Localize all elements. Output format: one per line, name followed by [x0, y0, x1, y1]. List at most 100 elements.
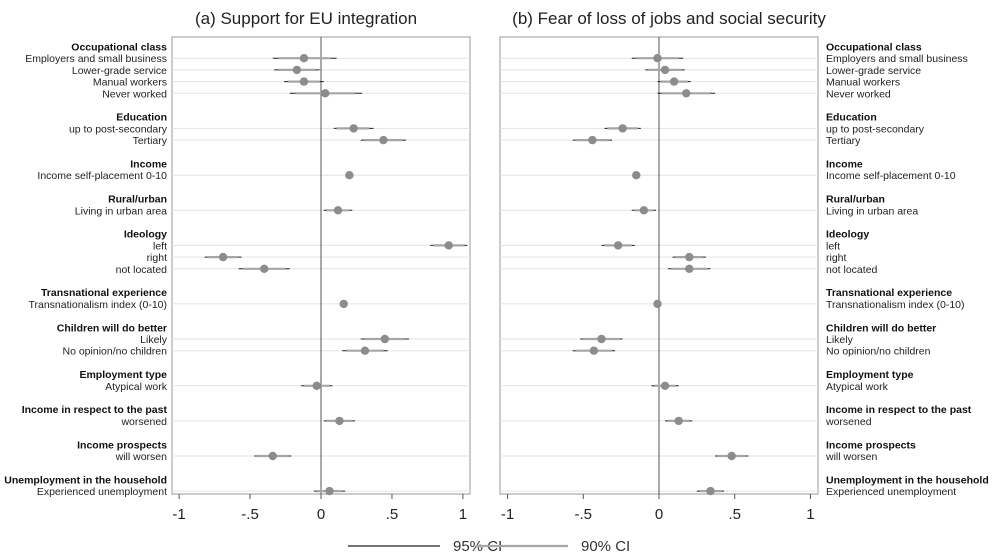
- row-label: Experienced unemployment: [826, 486, 956, 498]
- row-label: Likely: [826, 334, 854, 346]
- group-heading: Unemployment in the household: [4, 474, 167, 486]
- group-heading: Ideology: [124, 229, 167, 241]
- x-tick-label: -1: [172, 506, 185, 523]
- x-tick-label: .5: [728, 506, 741, 523]
- row-label: Likely: [140, 334, 168, 346]
- row-label: Experienced unemployment: [37, 486, 167, 498]
- row-label: will worsen: [115, 451, 168, 463]
- row-label: Lower-grade service: [826, 65, 921, 77]
- row-label: not located: [116, 264, 168, 276]
- group-heading: Children will do better: [826, 322, 936, 334]
- point-estimate: [299, 77, 309, 86]
- point-estimate: [333, 206, 343, 215]
- row-label: up to post-secondary: [826, 123, 925, 135]
- row-label: Never worked: [102, 88, 167, 100]
- row-label: Transnationalism index (0-10): [28, 299, 167, 311]
- point-estimate: [321, 89, 330, 98]
- row-label: Income self-placement 0-10: [826, 170, 956, 182]
- row-label: worsened: [120, 416, 167, 428]
- group-heading: Income in respect to the past: [826, 404, 972, 416]
- row-label: Never worked: [826, 88, 891, 100]
- x-tick-label: -.5: [575, 506, 593, 523]
- x-tick-label: 1: [459, 506, 467, 523]
- point-estimate: [349, 124, 358, 133]
- x-tick-label: 0: [655, 506, 663, 523]
- point-estimate: [589, 346, 599, 355]
- point-estimate: [685, 252, 694, 262]
- x-tick-label: .5: [386, 506, 399, 523]
- row-label: will worsen: [825, 451, 878, 463]
- point-estimate: [660, 381, 670, 390]
- row-label: Manual workers: [93, 77, 167, 89]
- point-estimate: [669, 77, 679, 86]
- point-estimate: [588, 135, 597, 145]
- point-estimate: [660, 65, 670, 75]
- group-heading: Education: [116, 112, 167, 124]
- row-label: Atypical work: [105, 381, 168, 393]
- x-tick-label: 1: [806, 506, 814, 523]
- point-estimate: [444, 241, 453, 250]
- row-label: right: [147, 252, 168, 264]
- group-heading: Rural/urban: [108, 194, 167, 206]
- group-heading: Income prospects: [77, 439, 167, 451]
- point-estimate: [380, 334, 390, 344]
- group-heading: Income: [826, 159, 863, 171]
- row-label: Atypical work: [826, 381, 889, 393]
- point-estimate: [618, 124, 627, 133]
- panel-title: (b) Fear of loss of jobs and social secu…: [512, 9, 826, 28]
- group-heading: Income in respect to the past: [22, 404, 168, 416]
- point-estimate: [339, 299, 348, 309]
- point-estimate: [335, 416, 344, 426]
- point-estimate: [360, 346, 370, 355]
- x-tick-label: -.5: [241, 506, 259, 523]
- point-estimate: [325, 486, 334, 496]
- panel-fear-of-loss: (b) Fear of loss of jobs and social secu…: [499, 9, 989, 523]
- point-estimate: [706, 486, 715, 496]
- group-heading: Unemployment in the household: [826, 474, 989, 486]
- point-estimate: [268, 451, 277, 461]
- panel-eu-integration: (a) Support for EU integration Occupation…: [4, 9, 471, 523]
- group-heading: Occupational class: [71, 42, 167, 54]
- point-estimate: [632, 171, 641, 180]
- row-label: left: [153, 240, 167, 252]
- point-estimate: [292, 65, 302, 75]
- point-estimate: [674, 416, 683, 426]
- group-heading: Children will do better: [57, 322, 167, 334]
- group-heading: Transnational experience: [826, 287, 952, 299]
- point-estimate: [345, 171, 354, 180]
- row-label: No opinion/no children: [826, 346, 931, 358]
- row-label: Tertiary: [826, 135, 861, 147]
- legend-label: 90% CI: [581, 538, 630, 555]
- row-label: Lower-grade service: [72, 65, 167, 77]
- group-heading: Ideology: [826, 229, 869, 241]
- point-estimate: [685, 264, 694, 273]
- row-label: worsened: [825, 416, 872, 428]
- row-label: Employers and small business: [826, 53, 968, 65]
- panel-title: (a) Support for EU integration: [195, 9, 417, 28]
- row-label: Manual workers: [826, 77, 900, 89]
- point-estimate: [682, 89, 691, 98]
- point-estimate: [218, 252, 228, 262]
- row-label: Transnationalism index (0-10): [826, 299, 965, 311]
- row-label: right: [826, 252, 847, 264]
- point-estimate: [312, 381, 321, 390]
- point-estimate: [653, 54, 662, 63]
- row-label: No opinion/no children: [63, 346, 168, 358]
- x-tick-label: 0: [317, 506, 325, 523]
- row-label: left: [826, 240, 840, 252]
- group-heading: Employment type: [826, 369, 914, 381]
- point-estimate: [653, 299, 662, 309]
- point-estimate: [299, 54, 309, 63]
- group-heading: Employment type: [79, 369, 167, 381]
- row-label: up to post-secondary: [69, 123, 168, 135]
- group-heading: Income prospects: [826, 439, 916, 451]
- point-estimate: [260, 264, 269, 273]
- group-heading: Occupational class: [826, 42, 922, 54]
- group-heading: Transnational experience: [41, 287, 167, 299]
- legend: 95% CI 90% CI: [348, 538, 630, 555]
- row-label: Employers and small business: [25, 53, 167, 65]
- row-label: Living in urban area: [75, 205, 167, 217]
- row-label: not located: [826, 264, 878, 276]
